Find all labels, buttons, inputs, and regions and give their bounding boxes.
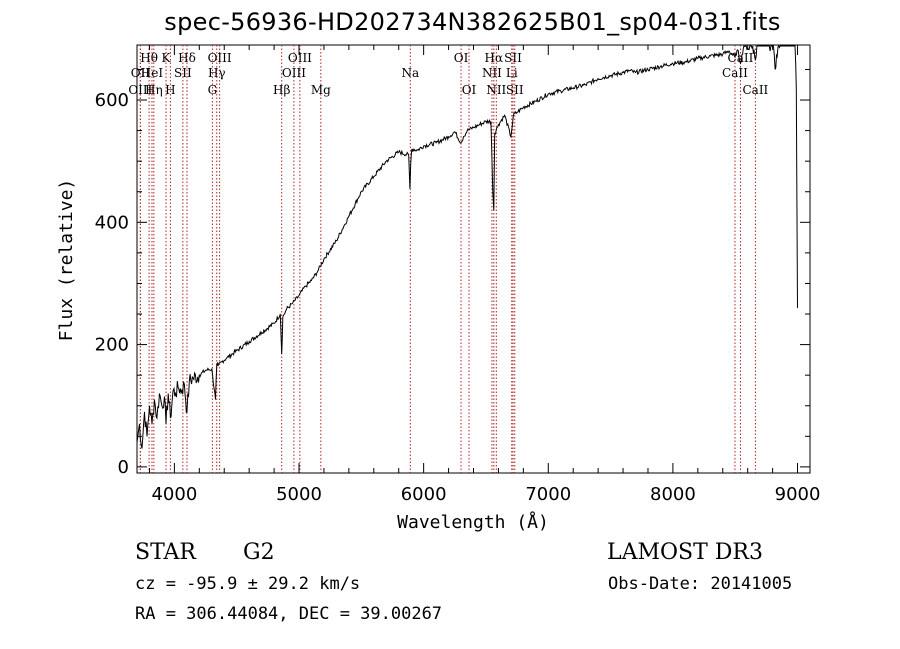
spectral-line-markers <box>139 45 756 473</box>
x-tick-label-3: 7000 <box>525 484 571 505</box>
x-axis-label: Wavelength (Å) <box>397 511 549 533</box>
line-label-20: NII <box>482 66 502 80</box>
line-label-23: Li <box>506 66 518 80</box>
line-label-5: K <box>162 51 172 65</box>
line-label-21: NII <box>486 83 506 97</box>
line-label-8: Hδ <box>178 51 196 65</box>
line-label-4: Hη <box>145 83 163 97</box>
line-label-14: OIII <box>288 51 312 65</box>
y-tick-label-0: 0 <box>118 457 129 478</box>
x-tick-label-1: 5000 <box>276 484 322 505</box>
line-label-19: Hα <box>485 51 504 65</box>
redshift-value: cz = -95.9 ± 29.2 km/s <box>135 574 361 594</box>
survey-name: LAMOST DR3 <box>607 540 763 565</box>
y-tick-label-2: 400 <box>95 212 129 233</box>
line-label-16: Na <box>401 66 419 80</box>
observation-date: Obs-Date: 20141005 <box>608 574 793 594</box>
line-label-10: Hγ <box>208 66 226 80</box>
line-label-3: HeI <box>141 66 164 80</box>
line-label-7: H <box>165 83 175 97</box>
plot-frame <box>136 44 811 474</box>
line-label-2: OIII <box>128 83 152 97</box>
line-label-12: Hβ <box>273 83 290 97</box>
x-tick-label-2: 6000 <box>401 484 447 505</box>
y-axis-ticks: 0 200 400 600 <box>95 68 810 478</box>
line-label-6: SII <box>174 66 192 80</box>
y-tick-label-3: 600 <box>95 90 129 111</box>
y-tick-label-1: 200 <box>95 335 129 356</box>
line-label-22: SII <box>504 51 522 65</box>
x-axis-ticks: 4000 5000 6000 7000 8000 9000 <box>148 45 821 505</box>
line-label-26: CaII <box>722 66 748 80</box>
chart-title: spec-56936-HD202734N382625B01_sp04-031.f… <box>164 8 781 36</box>
line-label-0: Hθ <box>140 51 158 65</box>
line-label-24: SII <box>506 83 524 97</box>
coordinates: RA = 306.44084, DEC = 39.00267 <box>135 604 443 624</box>
y-axis-label: Flux (relative) <box>56 179 77 342</box>
line-label-13: OIII <box>282 66 306 80</box>
line-label-15: Mg <box>311 83 331 97</box>
line-label-11: G <box>208 83 218 97</box>
line-label-9: OIII <box>208 51 232 65</box>
x-tick-label-4: 8000 <box>650 484 696 505</box>
line-label-18: OI <box>462 83 477 97</box>
line-label-17: OI <box>454 51 469 65</box>
object-type: STAR <box>135 540 196 565</box>
x-tick-label-0: 4000 <box>151 484 197 505</box>
x-tick-label-5: 9000 <box>775 484 821 505</box>
line-label-1: OII <box>131 66 151 80</box>
spectrum-line <box>136 45 798 449</box>
spectral-subclass: G2 <box>243 540 275 565</box>
line-label-27: CaII <box>742 83 768 97</box>
